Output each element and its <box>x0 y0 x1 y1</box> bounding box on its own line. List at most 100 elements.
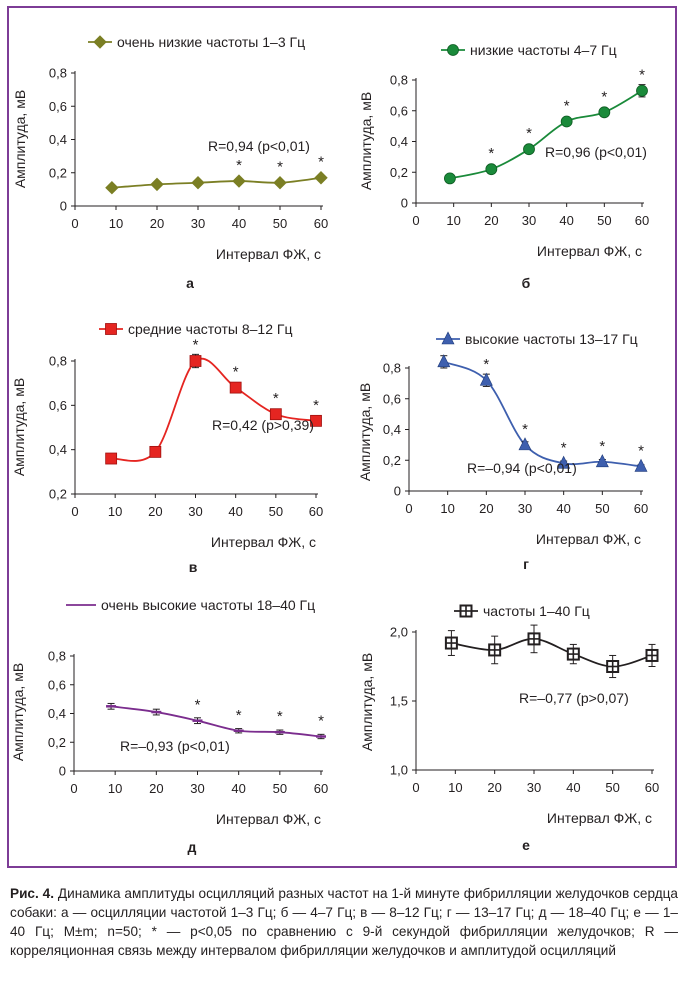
significance-asterisk: * <box>601 88 607 105</box>
x-tick-label: 40 <box>556 501 570 516</box>
significance-asterisk: * <box>483 356 489 373</box>
data-point <box>269 408 282 421</box>
panel-label: а <box>186 275 194 291</box>
y-tick-label: 0,8 <box>383 361 401 376</box>
data-point <box>232 174 246 188</box>
x-tick-label: 50 <box>273 781 287 796</box>
chart-panel-4: 0 0,2 0,4 0,6 0,8 0 10 20 30 40 50 60 Интервал ФЖ, с… <box>357 331 648 572</box>
data-point <box>105 452 118 465</box>
x-tick-label: 30 <box>191 216 205 231</box>
significance-asterisk: * <box>273 390 279 407</box>
figure-caption: Рис. 4. Динамика амплитуды осцилляций ра… <box>10 884 678 960</box>
significance-asterisk: * <box>564 98 570 115</box>
y-axis-title: Амплитуда, мВ <box>359 653 375 751</box>
x-tick-label: 10 <box>440 501 454 516</box>
x-tick-label: 20 <box>148 504 162 519</box>
significance-asterisk: * <box>561 439 567 456</box>
x-axis-title: Интервал ФЖ, с <box>536 531 641 547</box>
y-tick-label: 0,2 <box>383 453 401 468</box>
significance-asterisk: * <box>193 336 199 353</box>
y-tick-label: 0 <box>401 196 408 211</box>
y-tick-label: 0,4 <box>383 422 401 437</box>
correlation-annotation: R=–0,77 (p>0,07) <box>519 690 629 706</box>
significance-asterisk: * <box>318 154 324 171</box>
x-tick-label: 50 <box>269 504 283 519</box>
significance-asterisk: * <box>599 438 605 455</box>
y-tick-label: 2,0 <box>390 625 408 640</box>
x-tick-label: 60 <box>314 781 328 796</box>
x-tick-label: 50 <box>605 780 619 795</box>
x-tick-label: 10 <box>448 780 462 795</box>
y-axis-title: Амплитуда, мВ <box>11 378 27 476</box>
y-axis-title: Амплитуда, мВ <box>12 90 28 188</box>
caption-label: Рис. 4. <box>10 886 54 901</box>
x-tick-label: 20 <box>487 780 501 795</box>
data-point <box>105 181 119 195</box>
chart-panel-2: 0 0,2 0,4 0,6 0,8 0 10 20 30 40 50 60 Интервал ФЖ, с… <box>358 42 649 291</box>
x-axis-title: Интервал ФЖ, с <box>216 246 321 262</box>
correlation-annotation: R=–0,93 (p<0,01) <box>120 738 230 754</box>
panel-label: в <box>189 559 198 575</box>
data-point <box>518 437 532 451</box>
series-line <box>111 176 322 189</box>
x-axis-title: Интервал ФЖ, с <box>216 811 321 827</box>
x-tick-label: 60 <box>645 780 659 795</box>
significance-asterisk: * <box>277 708 283 725</box>
x-tick-label: 10 <box>108 504 122 519</box>
correlation-annotation: R=0,96 (p<0,01) <box>545 144 647 160</box>
data-point <box>598 106 611 119</box>
panel-label: д <box>188 839 197 855</box>
significance-asterisk: * <box>313 397 319 414</box>
panel-label: е <box>522 837 530 853</box>
y-tick-label: 0 <box>60 199 67 214</box>
data-point <box>447 44 459 56</box>
significance-asterisk: * <box>522 421 528 438</box>
y-tick-label: 0,8 <box>49 66 67 81</box>
series-line <box>451 637 653 668</box>
x-tick-label: 10 <box>108 781 122 796</box>
legend-label: очень высокие частоты 18–40 Гц <box>101 597 315 613</box>
x-tick-label: 0 <box>70 781 77 796</box>
series-line <box>449 89 643 180</box>
y-tick-label: 0 <box>59 764 66 779</box>
data-point <box>479 372 493 386</box>
figure-frame <box>7 6 677 868</box>
x-tick-label: 30 <box>190 781 204 796</box>
significance-asterisk: * <box>488 145 494 162</box>
data-point <box>437 354 451 368</box>
y-tick-label: 0,4 <box>49 442 67 457</box>
data-point <box>636 84 648 97</box>
data-point <box>634 458 648 472</box>
data-point <box>93 35 107 49</box>
y-tick-label: 1,0 <box>390 763 408 778</box>
x-tick-label: 40 <box>228 504 242 519</box>
x-tick-label: 20 <box>150 216 164 231</box>
x-tick-label: 60 <box>634 501 648 516</box>
significance-asterisk: * <box>236 157 242 174</box>
series-line <box>443 361 642 468</box>
correlation-annotation: R=0,94 (p<0,01) <box>208 138 310 154</box>
y-tick-label: 1,5 <box>390 694 408 709</box>
data-point <box>595 454 609 468</box>
y-tick-label: 0,6 <box>49 99 67 114</box>
x-tick-label: 30 <box>527 780 541 795</box>
x-tick-label: 60 <box>314 216 328 231</box>
figure-panels: 0 0,2 0,4 0,6 0,8 0 10 20 30 40 50 60 Интервал ФЖ, с… <box>10 34 659 855</box>
panel-label: г <box>523 556 529 572</box>
data-point <box>441 331 455 345</box>
data-point <box>105 323 117 335</box>
y-tick-label: 0,4 <box>390 134 408 149</box>
x-tick-label: 40 <box>566 780 580 795</box>
correlation-annotation: R=0,42 (p>0,39) <box>212 417 314 433</box>
x-tick-label: 30 <box>522 213 536 228</box>
y-tick-label: 0,2 <box>49 165 67 180</box>
data-point <box>149 445 162 458</box>
y-tick-label: 0,4 <box>48 706 66 721</box>
legend-label: низкие частоты 4–7 Гц <box>470 42 617 58</box>
x-tick-label: 50 <box>595 501 609 516</box>
legend-label: очень низкие частоты 1–3 Гц <box>117 34 305 50</box>
x-tick-label: 60 <box>309 504 323 519</box>
x-tick-label: 10 <box>446 213 460 228</box>
data-point <box>485 163 498 176</box>
chart-panel-5: 0 0,2 0,4 0,6 0,8 0 10 20 30 40 50 60 Интервал ФЖ, с… <box>10 597 328 855</box>
